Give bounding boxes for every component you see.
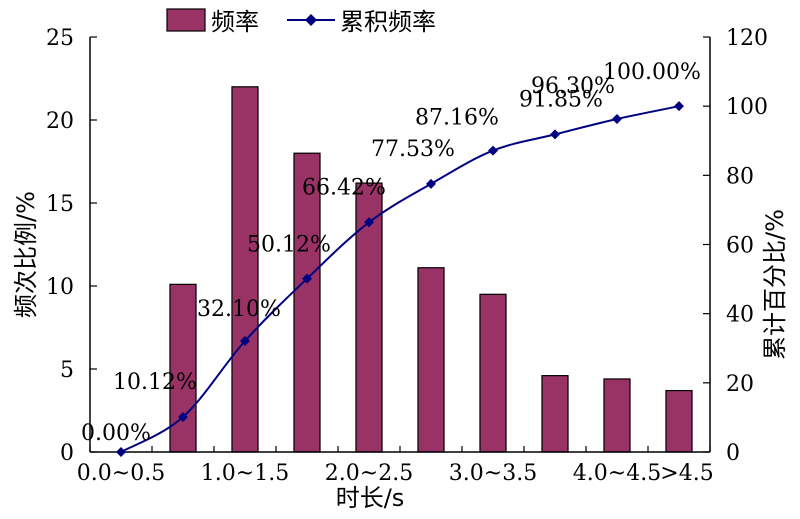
- cumulative-label-3.0~3.5: 87.16%: [415, 106, 499, 131]
- y-right-tick-label: 60: [726, 234, 754, 259]
- legend-line-marker: [305, 14, 317, 26]
- legend: 频率 累积频率: [166, 8, 436, 36]
- bar-1.0~1.5: [231, 86, 259, 453]
- cumulative-label-0.0~0.5: 0.00%: [81, 421, 151, 446]
- cumulative-point-4.0~4.5: [612, 113, 622, 124]
- cumulative-point-2.0~2.5: [364, 217, 374, 228]
- axes: 0 5 10 15 20 25 0 20 40 60 80 100 120 0.0~0.5 1.0~1.5 2…: [46, 26, 768, 486]
- x-axis-title: 时长/s: [336, 484, 405, 512]
- cumulative-label->4.5: 100.00%: [603, 60, 701, 85]
- y-left-tick-label: 15: [46, 192, 74, 217]
- bar-3.5~4.0: [541, 375, 569, 453]
- y-left-tick-label: 5: [60, 358, 74, 383]
- cumulative-line-series: [116, 101, 684, 457]
- cumulative-point->4.5: [674, 101, 684, 112]
- y-left-tick-label: 20: [46, 109, 74, 134]
- cumulative-label-1.0~1.5: 32.10%: [197, 297, 281, 322]
- legend-line-label: 累积频率: [340, 8, 436, 36]
- y-right-tick-label: 40: [726, 303, 754, 328]
- x-tick-label: 4.0~4.5: [573, 461, 661, 486]
- cumulative-point-3.5~4.0: [550, 129, 560, 140]
- y-left-tick-label: 0: [60, 441, 74, 466]
- cumulative-label-2.0~2.5: 66.42%: [302, 175, 386, 200]
- legend-bar-swatch: [166, 8, 206, 32]
- cumulative-label-0.5~1.0: 10.12%: [113, 370, 197, 395]
- cumulative-label-3.5~4.0: 91.85%: [519, 87, 603, 112]
- bar-2.0~2.5: [355, 182, 383, 453]
- data-labels: 0.00% 10.12% 32.10% 50.12% 66.42% 77.53% 87.16…: [81, 60, 701, 446]
- x-tick-label: 3.0~3.5: [449, 461, 537, 486]
- x-tick-label: >4.5: [660, 461, 713, 486]
- cumulative-point-0.0~0.5: [116, 447, 126, 457]
- legend-bar-label: 频率: [211, 8, 259, 36]
- cumulative-point-0.5~1.0: [178, 412, 188, 423]
- bar-0.5~1.0: [169, 283, 197, 453]
- cumulative-label-2.5~3.0: 77.53%: [371, 137, 455, 162]
- bar-2.5~3.0: [417, 267, 445, 453]
- cumulative-point-3.0~3.5: [488, 145, 498, 156]
- x-tick-label: 2.0~2.5: [325, 461, 413, 486]
- y-right-tick-label: 0: [726, 441, 740, 466]
- y-right-tick-label: 20: [726, 372, 754, 397]
- cumulative-line: [120, 105, 680, 453]
- cumulative-point-1.5~2.0: [302, 273, 312, 284]
- cumulative-label-1.5~2.0: 50.12%: [247, 233, 331, 258]
- cumulative-label-4.0~4.5: 96.30%: [531, 74, 615, 99]
- bar->4.5: [665, 389, 693, 453]
- bar-3.0~3.5: [479, 293, 507, 453]
- bar-series: [169, 86, 693, 453]
- cumulative-point-2.5~3.0: [426, 178, 436, 189]
- y-right-tick-label: 120: [726, 26, 768, 51]
- y-left-tick-label: 10: [46, 275, 74, 300]
- bar-4.0~4.5: [603, 378, 631, 453]
- y-left-tick-label: 25: [46, 26, 74, 51]
- y-axis-right-title: 累计百分比/%: [761, 209, 789, 360]
- y-right-tick-label: 80: [726, 164, 754, 189]
- x-tick-label: 0.0~0.5: [77, 461, 165, 486]
- y-axis-left-title: 频次比例/%: [12, 191, 40, 318]
- y-right-tick-label: 100: [726, 95, 768, 120]
- x-tick-label: 1.0~1.5: [201, 461, 289, 486]
- cumulative-point-1.0~1.5: [240, 335, 250, 346]
